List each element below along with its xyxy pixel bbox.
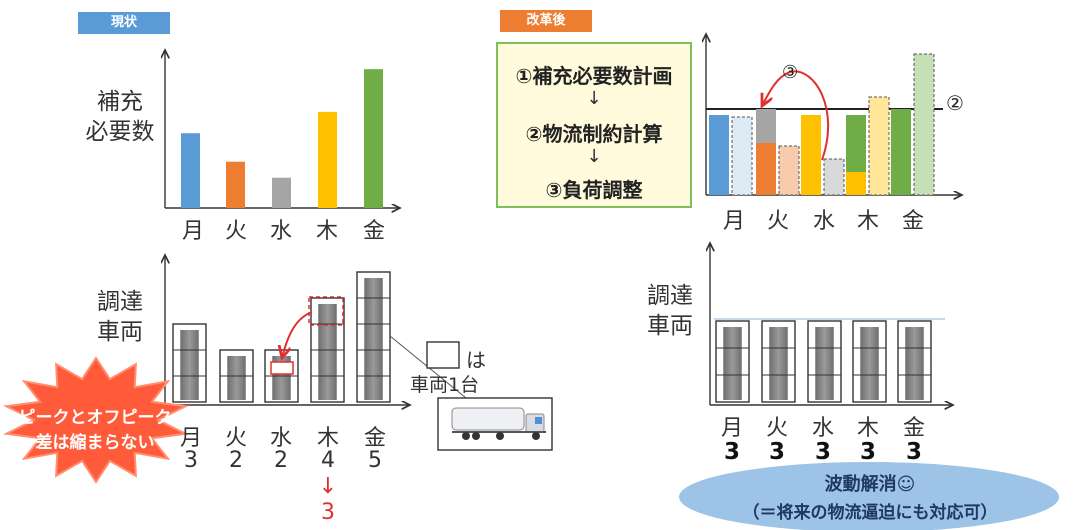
left-count-wed: 2: [274, 448, 288, 473]
ellipse-text-1: 波動解消☺: [824, 474, 916, 495]
left-bottom-bars: [172, 271, 391, 403]
starburst: [2, 356, 190, 484]
marker-2: ②: [946, 91, 964, 115]
left-bottom-day-thu: 木: [316, 426, 339, 451]
ellipse-text-2: （＝将来の物流逼迫にも対応可）: [742, 503, 998, 523]
plan-arrow-1: ↓: [586, 88, 602, 109]
right-count-mon: 3: [723, 439, 740, 465]
plan-step-2: ②物流制約計算: [525, 122, 663, 146]
right-top-day-fri: 金: [901, 209, 924, 234]
left-bottom-day-tue: 火: [224, 426, 247, 451]
plan-box: ①補充必要数計画 ↓ ②物流制約計算 ↓ ③負荷調整: [496, 42, 692, 208]
left-count-fri: 5: [368, 448, 382, 473]
right-vehicle-stack-4: [897, 320, 932, 403]
legend-subtext: 車両1台: [410, 374, 480, 396]
left-count-mon: 3: [184, 448, 198, 473]
left-count-tue: 2: [229, 448, 243, 473]
marker-3: ③: [782, 62, 799, 83]
plan-step-3: ③負荷調整: [545, 178, 643, 202]
left-top-day-mon: 月: [181, 219, 204, 244]
left-bottom-day-mon: 月: [179, 426, 202, 451]
left-vehicle-stack-1: [219, 349, 254, 403]
current-state-badge: 現状: [78, 12, 170, 34]
resolution-ellipse: [679, 462, 1059, 530]
right-bottom-axes: [710, 243, 953, 405]
right-vehicle-stack-1: [761, 320, 796, 403]
right-vehicles-label-line1: 調達: [647, 283, 693, 309]
left-vehicle-stack-4: [356, 271, 391, 403]
replenishment-bar-2: [272, 177, 291, 208]
legend-text: は: [466, 348, 486, 372]
left-top-bars: [181, 69, 383, 208]
left-bottom-day-wed: 水: [269, 426, 292, 451]
left-count-thu: 4: [321, 448, 335, 473]
left-top-day-wed: 水: [269, 219, 292, 244]
replenishment-bar-1: [226, 161, 245, 208]
replenishment-label-line2: 必要数: [85, 119, 155, 145]
right-top-day-thu: 木: [856, 209, 879, 234]
replenishment-bar-0: [181, 133, 200, 208]
vehicles-label-line2: 車両: [97, 319, 143, 345]
legend-box-icon: [426, 341, 460, 369]
right-bottom-day-thu: 木: [856, 416, 879, 441]
right-bottom-day-tue: 火: [765, 416, 788, 441]
plan-arrow-2: ↓: [586, 146, 602, 167]
left-vehicle-stack-0: [172, 323, 207, 403]
right-bottom-bars: [715, 320, 932, 403]
right-bottom-day-wed: 水: [811, 416, 834, 441]
right-top-day-mon: 月: [722, 209, 745, 234]
after-reform-badge: 改革後: [500, 10, 592, 32]
right-top-day-wed: 水: [812, 209, 835, 234]
reduced-value: 3: [321, 500, 335, 525]
moved-load-dashed-box: [308, 296, 344, 326]
right-vehicle-stack-2: [807, 320, 842, 403]
right-top-bars: [709, 53, 935, 196]
truck-icon: [437, 397, 553, 451]
right-top-day-tue: 火: [766, 209, 789, 234]
move-arrow: [282, 311, 313, 358]
right-vehicles-label-line2: 車両: [647, 313, 693, 339]
starburst-text-2: 差は縮まらない: [35, 433, 155, 453]
left-top-day-tue: 火: [224, 219, 247, 244]
right-vehicle-stack-0: [715, 320, 750, 403]
replenishment-bar-3: [318, 111, 337, 208]
left-vehicle-stack-3: [310, 297, 345, 403]
left-top-day-thu: 木: [315, 219, 338, 244]
replenishment-label-line1: 補充: [97, 89, 143, 115]
right-bottom-day-mon: 月: [720, 416, 743, 441]
right-bottom-day-fri: 金: [902, 416, 925, 441]
load-shift-arrow: [762, 70, 830, 161]
moved-load-target-box: [270, 361, 294, 375]
left-bottom-axes: [165, 255, 410, 405]
plan-step-1: ①補充必要数計画: [515, 64, 673, 88]
right-vehicle-stack-3: [852, 320, 887, 403]
right-count-thu: 3: [859, 439, 876, 465]
reduced-arrow: ↓: [318, 474, 338, 499]
right-count-tue: 3: [768, 439, 785, 465]
left-top-day-fri: 金: [362, 219, 385, 244]
starburst-text-1: ピークとオフピーク: [18, 408, 172, 428]
right-count-fri: 3: [905, 439, 922, 465]
right-count-wed: 3: [814, 439, 831, 465]
replenishment-bar-4: [364, 69, 383, 208]
vehicles-label-line1: 調達: [97, 289, 143, 315]
left-bottom-day-fri: 金: [363, 426, 386, 451]
